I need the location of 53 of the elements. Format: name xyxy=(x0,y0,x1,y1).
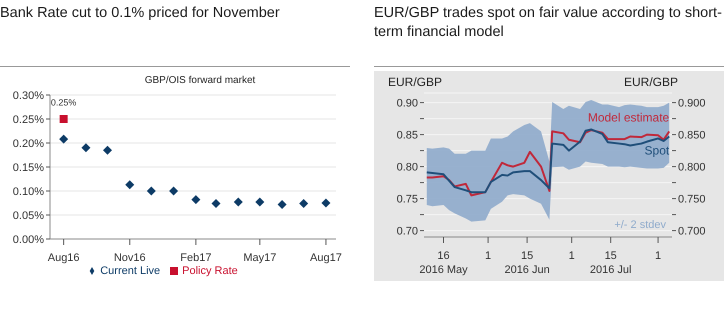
x-tick-label: Nov16 xyxy=(114,252,146,264)
point xyxy=(234,198,243,207)
x-tick-label: Aug16 xyxy=(48,252,80,264)
annotation: +/- 2 stdev xyxy=(614,219,666,231)
y-tick-label: 0.75 xyxy=(396,194,418,206)
legend-label: Current Live xyxy=(100,265,160,277)
x-tick-label: Feb17 xyxy=(180,252,212,264)
y-tick-label: 0.90 xyxy=(396,98,418,110)
y-tick-label: 0.15% xyxy=(12,162,44,174)
chart-title: EUR/GBP trades spot on fair value according to short-term financial model xyxy=(374,4,723,42)
point xyxy=(211,198,220,208)
y2-tick-label: 0.900 xyxy=(678,98,706,110)
text: GBP/OIS forward market xyxy=(144,75,256,86)
y2-tick-label: 0.750 xyxy=(678,194,706,206)
point xyxy=(255,198,264,207)
x-tick-label: 15 2016 Jul xyxy=(590,250,632,276)
y-tick-label: 0.10% xyxy=(12,186,44,198)
point xyxy=(278,200,287,209)
point xyxy=(191,195,200,204)
y-tick-label: 0.70 xyxy=(396,226,418,238)
x-tick-label: 1 xyxy=(485,250,492,262)
point xyxy=(125,180,134,190)
series-label: Model estimate xyxy=(588,110,670,124)
point xyxy=(60,115,68,123)
y-tick-label: 0.85 xyxy=(396,130,418,142)
point xyxy=(299,198,308,208)
y-tick-label: 0.80 xyxy=(396,162,418,174)
point xyxy=(59,134,68,144)
x-tick-label: 1 xyxy=(568,250,575,262)
point xyxy=(81,143,90,152)
legend-label: Policy Rate xyxy=(182,265,238,277)
y-axis-title: EUR/GBP xyxy=(388,75,442,89)
y2-tick-label: 0.800 xyxy=(678,162,706,174)
y-tick-label: 0.00% xyxy=(12,234,44,246)
chart-title: Bank Rate cut to 0.1% priced for November xyxy=(0,4,281,23)
data-label: 0.25% xyxy=(50,97,76,108)
y2-tick-label: 0.700 xyxy=(678,226,706,238)
y2-axis-title: EUR/GBP xyxy=(624,75,678,89)
x-tick-label: 1 xyxy=(655,250,662,262)
y-tick-label: 0.30% xyxy=(12,90,44,102)
point xyxy=(102,146,112,155)
x-tick-label: 15 2016 Jun xyxy=(504,250,550,276)
point xyxy=(321,198,330,208)
point xyxy=(146,186,156,196)
x-tick-label: May17 xyxy=(243,252,276,264)
y2-tick-label: 0.850 xyxy=(678,130,706,142)
y-tick-label: 0.25% xyxy=(12,114,44,126)
y-tick-label: 0.20% xyxy=(12,138,44,150)
x-tick-label: 16 2016 May xyxy=(419,250,468,276)
y-tick-label: 0.05% xyxy=(12,210,44,222)
x-tick-label: Aug17 xyxy=(310,252,342,264)
series-label: Spot xyxy=(644,144,670,158)
point xyxy=(169,186,178,196)
